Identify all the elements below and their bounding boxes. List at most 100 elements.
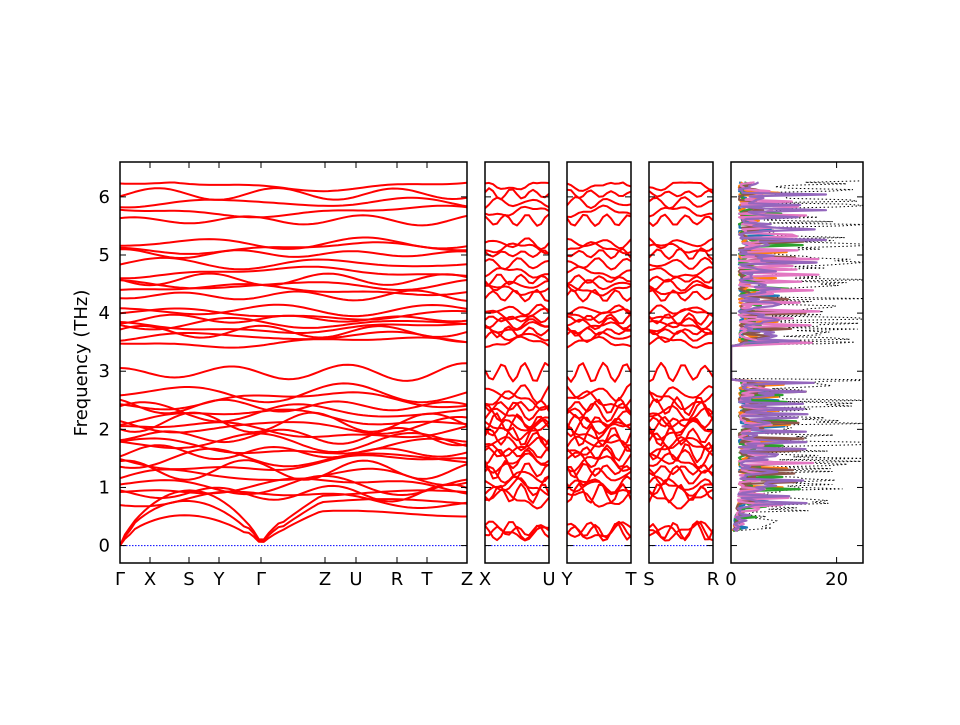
phonon-band (120, 432, 467, 453)
dos-frame (730, 161, 864, 564)
y-tick-label: 5 (99, 245, 110, 266)
phonon-band (120, 265, 467, 280)
k-point-label: U (542, 569, 555, 590)
band-panel-3 (567, 181, 631, 547)
phonon-band (485, 249, 549, 258)
phonon-band (120, 316, 467, 331)
phonon-band (649, 256, 713, 270)
phonon-band (120, 272, 467, 287)
phonon-band (649, 391, 713, 411)
phonon-band (649, 213, 713, 227)
phonon-band (649, 312, 713, 326)
phonon-band (485, 205, 549, 217)
k-point-label: T (625, 569, 638, 590)
phonon-band (485, 315, 549, 324)
k-point-label: X (479, 569, 491, 590)
k-point-label: R (391, 569, 404, 590)
phonon-band (567, 361, 631, 383)
phonon-band (567, 402, 631, 423)
phonon-band (649, 304, 713, 316)
phonon-band (485, 407, 549, 429)
phonon-band (485, 465, 549, 484)
phonon-band (485, 384, 549, 404)
phonon-band (120, 447, 467, 469)
phonon-band (649, 321, 713, 335)
phonon-band (567, 490, 631, 508)
phonon-band (485, 267, 549, 279)
k-point-label: U (349, 569, 362, 590)
y-tick-label: 1 (99, 477, 110, 498)
k-point-label: Γ (115, 569, 125, 590)
phonon-band (567, 523, 631, 541)
phonon-band (485, 425, 549, 448)
k-point-label: Y (213, 569, 226, 590)
phonon-band (567, 407, 631, 427)
phonon-band (120, 283, 467, 297)
phonon-band (120, 421, 467, 439)
phonon-band (120, 398, 467, 415)
k-point-label: Y (561, 569, 574, 590)
phonon-band (649, 181, 713, 192)
phonon-band (567, 304, 631, 317)
phonon-band (649, 416, 713, 429)
phonon-band (485, 317, 549, 331)
phonon-band (120, 362, 467, 382)
phonon-band (120, 236, 467, 250)
panel-frame (566, 161, 632, 564)
phonon-band (649, 441, 713, 464)
panel-frame (648, 161, 714, 564)
phonon-band (567, 279, 631, 293)
phonon-band (485, 524, 549, 539)
y-tick-label: 2 (99, 419, 110, 440)
dos-panel (731, 180, 863, 537)
phonon-band (649, 488, 713, 510)
phonon-band (567, 247, 631, 260)
phonon-band (485, 196, 549, 209)
phonon-band (567, 335, 631, 349)
phonon-band (649, 385, 713, 404)
phonon-band (567, 312, 631, 325)
y-axis-label: Frequency (THz) (71, 290, 92, 437)
phonon-band (485, 181, 549, 191)
phonon-band (649, 436, 713, 457)
k-point-label: Z (461, 569, 473, 590)
phonon-band (567, 382, 631, 402)
phonon-band (120, 509, 467, 547)
k-point-label: Z (319, 569, 331, 590)
phonon-band (120, 289, 467, 302)
phonon-band (120, 483, 467, 503)
phonon-band (120, 459, 467, 481)
phonon-band (485, 390, 549, 411)
phonon-band (649, 275, 713, 284)
phonon-band (485, 237, 549, 251)
phonon-band (567, 390, 631, 409)
k-point-label: R (707, 569, 720, 590)
phonon-band (120, 474, 467, 496)
phonon-band (649, 520, 713, 542)
phonon-band (485, 362, 549, 383)
phonon-band (120, 196, 467, 209)
phonon-band (120, 321, 467, 334)
band-panel-1 (120, 181, 467, 547)
phonon-band (485, 303, 549, 317)
phonon-band (485, 187, 549, 201)
phonon-band (567, 257, 631, 271)
phonon-band (120, 248, 467, 259)
phonon-band (485, 213, 549, 227)
phonon-band (120, 490, 467, 509)
phonon-band (120, 307, 467, 321)
phonon-band (567, 188, 631, 200)
phonon-band (567, 181, 631, 192)
phonon-band (567, 204, 631, 218)
phonon-band (567, 416, 631, 438)
phonon-band (649, 416, 713, 437)
phonon-band (485, 448, 549, 470)
phonon-band (120, 454, 467, 471)
phonon-band (485, 412, 549, 433)
phonon-band (649, 452, 713, 474)
band-panel-4 (649, 181, 713, 547)
phonon-band (120, 437, 467, 455)
phonon-band (120, 411, 467, 434)
phonon-band (649, 361, 713, 383)
k-point-label: S (643, 569, 654, 590)
